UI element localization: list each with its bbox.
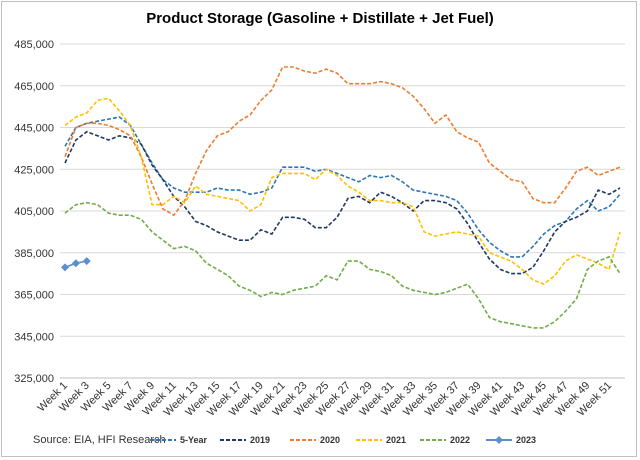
y-tick-label: 485,000: [14, 39, 54, 51]
legend-item-2020: 2020: [290, 432, 340, 448]
y-tick-label: 425,000: [14, 164, 54, 176]
legend-item-2019: 2019: [220, 432, 270, 448]
legend-swatch: [220, 439, 246, 441]
y-tick-label: 325,000: [14, 373, 54, 385]
y-tick-label: 405,000: [14, 206, 54, 218]
legend-label: 2021: [386, 435, 407, 445]
chart-title: Product Storage (Gasoline + Distillate +…: [146, 10, 494, 27]
gridlines: [60, 43, 625, 379]
legend-item-5-year: 5-Year: [150, 432, 207, 448]
y-axis: 325,000 345,000 365,000 385,000 405,000 425,0…: [14, 39, 54, 385]
y-tick-label: 465,000: [14, 81, 54, 93]
series-line-2021: [64, 97, 621, 286]
legend-label: 2022: [450, 435, 471, 445]
data-point-marker: [82, 257, 91, 266]
data-point-marker: [71, 259, 80, 268]
legend-swatch: [486, 436, 512, 444]
legend-label: 2019: [250, 435, 271, 445]
legend-swatch: [150, 439, 176, 441]
legend-swatch: [290, 439, 316, 441]
series-line-2022: [64, 201, 621, 329]
legend-swatch: [420, 439, 446, 441]
y-tick-label: 445,000: [14, 123, 54, 135]
legend-swatch: [356, 439, 382, 441]
legend-label: 2023: [516, 435, 537, 445]
y-tick-label: 385,000: [14, 248, 54, 260]
legend-item-2022: 2022: [420, 432, 470, 448]
source-note: Source: EIA, HFI Research: [33, 434, 166, 446]
series-lines: [61, 66, 621, 329]
legend-label: 2020: [320, 435, 341, 445]
legend-item-2021: 2021: [356, 432, 406, 448]
legend-label: 5-Year: [180, 435, 208, 445]
chart-footer: Source: EIA, HFI Research 5-Year 2019 2020…: [0, 432, 640, 452]
series-line-2020: [64, 66, 621, 217]
y-tick-label: 365,000: [14, 290, 54, 302]
legend-item-2023: 2023: [486, 432, 536, 448]
data-point-marker: [61, 263, 69, 272]
y-tick-label: 345,000: [14, 331, 54, 343]
